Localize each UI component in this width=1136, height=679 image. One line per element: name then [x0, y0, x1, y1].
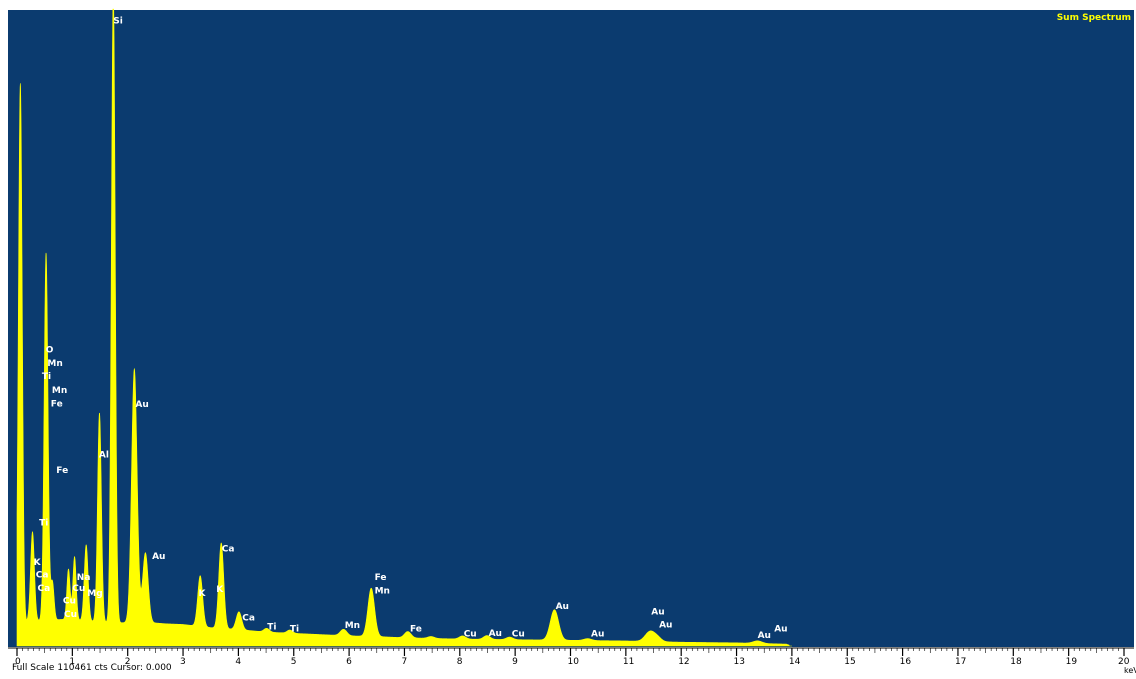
x-tick-label: 0 [15, 657, 21, 667]
x-tick-label: 6 [346, 657, 352, 667]
x-tick-label: 17 [955, 657, 966, 667]
x-tick-label: 13 [734, 657, 745, 667]
peak-label: Si [113, 16, 123, 26]
x-tick-labels: 0 1 2 3 4 5 6 7 8 9 10 11 12 13 14 15 16 17 18 19 20 [15, 657, 1130, 667]
peak-label: Cu [512, 630, 525, 640]
plot-background [8, 10, 1134, 647]
peak-label: Au [152, 552, 165, 562]
peak-label: Ti [42, 372, 51, 382]
peak-label: Mn [52, 386, 67, 396]
peak-label: Ca [36, 571, 49, 581]
x-tick-label: 14 [789, 657, 801, 667]
peak-label: K [199, 589, 207, 599]
peak-label: Cu [464, 630, 477, 640]
x-tick-label: 1 [69, 657, 75, 667]
x-tick-label: 15 [844, 657, 855, 667]
x-minor-ticks [22, 648, 1119, 653]
x-tick-label: 10 [568, 657, 580, 667]
peak-label: Cu [64, 610, 77, 620]
x-tick-label: 19 [1066, 657, 1078, 667]
peak-label: Ca [242, 614, 255, 624]
peak-label: Mn [345, 621, 360, 631]
full-scale-readout: Full Scale 110461 cts Cursor: 0.000 [12, 663, 172, 673]
x-tick-label: 2 [125, 657, 131, 667]
x-tick-label: 18 [1010, 657, 1022, 667]
x-tick-label: 8 [457, 657, 463, 667]
peak-label: Ti [290, 624, 299, 634]
peak-label: Na [77, 573, 91, 583]
peak-label: Ca [38, 584, 51, 594]
x-tick-label: 12 [678, 657, 689, 667]
x-tick-label: 5 [291, 657, 297, 667]
x-tick-label: 11 [623, 657, 634, 667]
peak-label: Fe [56, 466, 68, 476]
peak-label: Au [489, 629, 502, 639]
x-major-ticks [16, 648, 1125, 656]
peak-label: K [216, 585, 224, 595]
peak-label: O [46, 346, 54, 356]
peak-label: Fe [51, 399, 63, 409]
peak-label: Mn [375, 586, 390, 596]
peak-label: Cu [63, 597, 76, 607]
x-tick-label: 7 [401, 657, 407, 667]
x-tick-label: 20 [1118, 657, 1130, 667]
x-axis-unit: keV [1124, 666, 1136, 675]
peak-label: Au [556, 602, 569, 612]
peak-label: Au [109, 3, 122, 13]
peak-label: Au [135, 400, 148, 410]
peak-label: Mg [87, 589, 102, 599]
peak-label: Au [758, 631, 771, 641]
peak-label: Au [651, 607, 664, 617]
peak-label: Fe [375, 573, 387, 583]
peak-label: Cu [72, 584, 85, 594]
peak-label: Au [659, 621, 672, 631]
peak-label: Fe [410, 624, 422, 634]
peak-label: Au [591, 630, 604, 640]
peak-label: Au [774, 624, 787, 634]
spectrum-trace [16, 8, 792, 647]
x-tick-label: 16 [900, 657, 912, 667]
peak-label: Ti [267, 623, 276, 633]
peak-label: K [34, 558, 42, 568]
x-tick-label: 3 [180, 657, 186, 667]
peak-label: Ti [39, 519, 48, 529]
spectrum-title: Sum Spectrum [1057, 13, 1131, 23]
x-tick-label: 4 [235, 657, 241, 667]
peak-label: Al [99, 451, 109, 461]
peak-label: Ca [222, 545, 235, 555]
peak-label: Mn [47, 359, 62, 369]
x-tick-label: 9 [512, 657, 518, 667]
